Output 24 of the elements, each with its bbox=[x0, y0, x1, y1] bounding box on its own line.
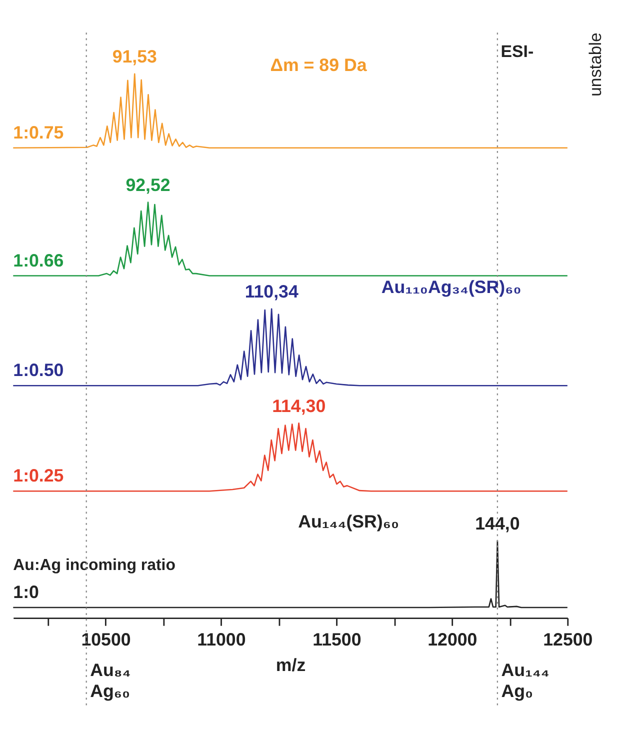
ref-line-label: Au₁₄₄ Ag₀ bbox=[501, 660, 550, 701]
series-label: 1:0.75 bbox=[13, 122, 64, 143]
x-tick-label: 12000 bbox=[428, 630, 478, 650]
series-label: 1:0 bbox=[13, 582, 40, 602]
annotation: 91,53 bbox=[112, 46, 158, 67]
x-tick-label: 11500 bbox=[312, 630, 362, 650]
annotation: 114,30 bbox=[272, 396, 326, 416]
series-label: 1:0.66 bbox=[13, 250, 64, 270]
x-tick-label: 11000 bbox=[197, 630, 246, 650]
legend-title: Au:Ag incoming ratio bbox=[13, 556, 176, 574]
series-label: 1:0.50 bbox=[13, 360, 64, 380]
x-tick-label: 10500 bbox=[81, 630, 131, 650]
series-label: 1:0.25 bbox=[13, 466, 64, 486]
annotation: 144,0 bbox=[475, 513, 520, 534]
text: unstable bbox=[586, 32, 606, 96]
ref-line-label: Au₈₄ Ag₆₀ bbox=[90, 660, 131, 701]
text: ESI- bbox=[500, 42, 534, 62]
x-axis-title: m/z bbox=[276, 654, 306, 675]
annotation: Au₁₄₄(SR)₆₀ bbox=[298, 512, 399, 532]
annotation: Δm = 89 Da bbox=[270, 55, 368, 76]
annotation: 110,34 bbox=[244, 282, 298, 302]
x-tick-label: 12500 bbox=[543, 630, 593, 650]
annotation: Au₁₁₀Ag₃₄(SR)₆₀ bbox=[381, 276, 522, 297]
annotation: 92,52 bbox=[126, 175, 170, 196]
